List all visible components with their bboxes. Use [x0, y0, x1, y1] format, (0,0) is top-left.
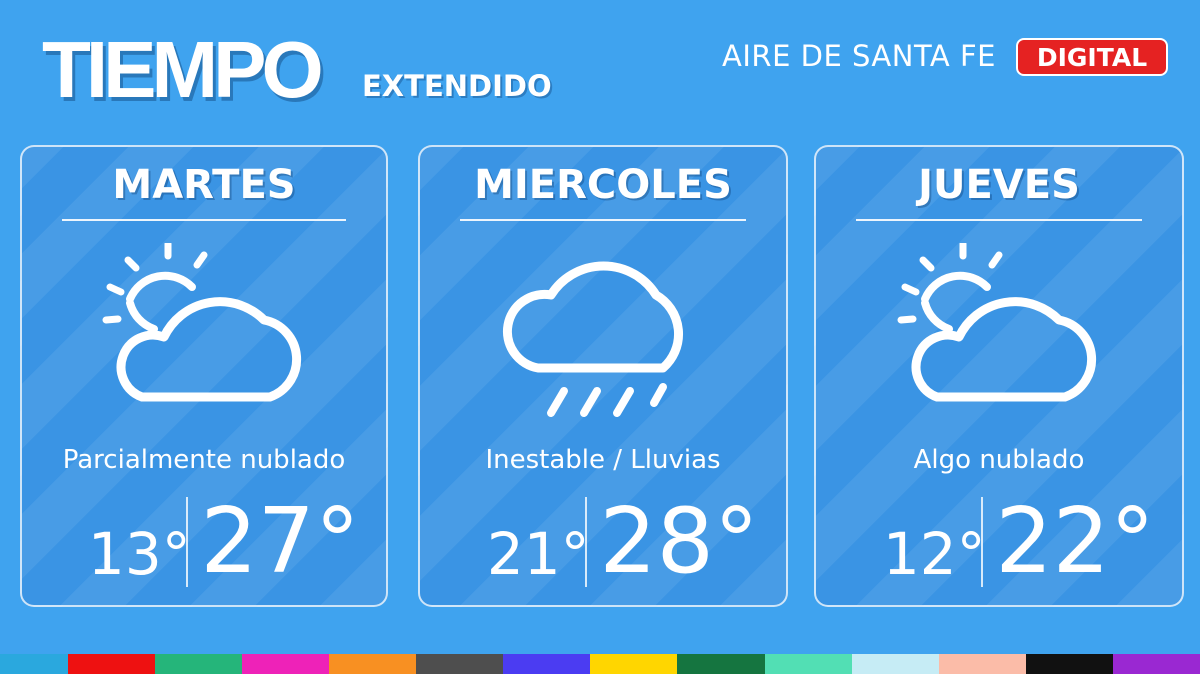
day-label: MIERCOLES [474, 162, 732, 208]
color-stripe-segment [764, 654, 852, 674]
forecast-card-miercoles: MIERCOLES Inestable / Lluvias 21° 28° [418, 145, 788, 607]
min-temperature: 12° [882, 520, 986, 588]
color-stripe-segment [590, 654, 678, 674]
weather-description: Parcialmente nublado [62, 445, 346, 475]
brand-badge: DIGITAL [1016, 38, 1168, 76]
weather-description: Inestable / Lluvias [485, 445, 721, 475]
color-stripe-segment [242, 654, 330, 674]
temperature-separator [185, 497, 188, 587]
color-stripe-segment [851, 654, 939, 674]
temperature-separator [980, 497, 983, 587]
weather-description: Algo nublado [913, 445, 1085, 475]
color-stripe-segment [677, 654, 765, 674]
divider [856, 219, 1142, 221]
color-stripe-segment [1025, 654, 1113, 674]
color-stripe-segment [938, 654, 1026, 674]
forecast-card-martes: MARTES Parcialmente nublado 13° 27° [20, 145, 388, 607]
color-stripe-segment [503, 654, 591, 674]
max-temperature: 27° [200, 489, 360, 594]
color-stripe-segment [0, 654, 68, 674]
brand-name: AIRE DE SANTA FE [722, 39, 996, 73]
max-temperature: 22° [995, 489, 1155, 594]
color-stripe-segment [416, 654, 504, 674]
subtitle: EXTENDIDO [362, 69, 552, 103]
forecast-card-jueves: JUEVES Algo nublado 12° 22° [814, 145, 1184, 607]
color-stripe [0, 654, 1200, 674]
partly-cloudy-icon [102, 243, 302, 402]
partly-cloudy-icon [897, 243, 1097, 402]
color-stripe-segment [329, 654, 417, 674]
color-stripe-segment [155, 654, 243, 674]
min-temperature: 21° [486, 520, 590, 588]
title: TIEMPO [42, 25, 324, 114]
max-temperature: 28° [599, 489, 759, 594]
day-label: JUEVES [918, 162, 1080, 208]
min-temperature: 13° [87, 520, 191, 588]
divider [460, 219, 746, 221]
color-stripe-segment [67, 654, 155, 674]
color-stripe-segment [1112, 654, 1200, 674]
temperature-separator [584, 497, 587, 587]
rain-cloud-icon [502, 261, 684, 417]
day-label: MARTES [112, 162, 296, 208]
divider [62, 219, 346, 221]
